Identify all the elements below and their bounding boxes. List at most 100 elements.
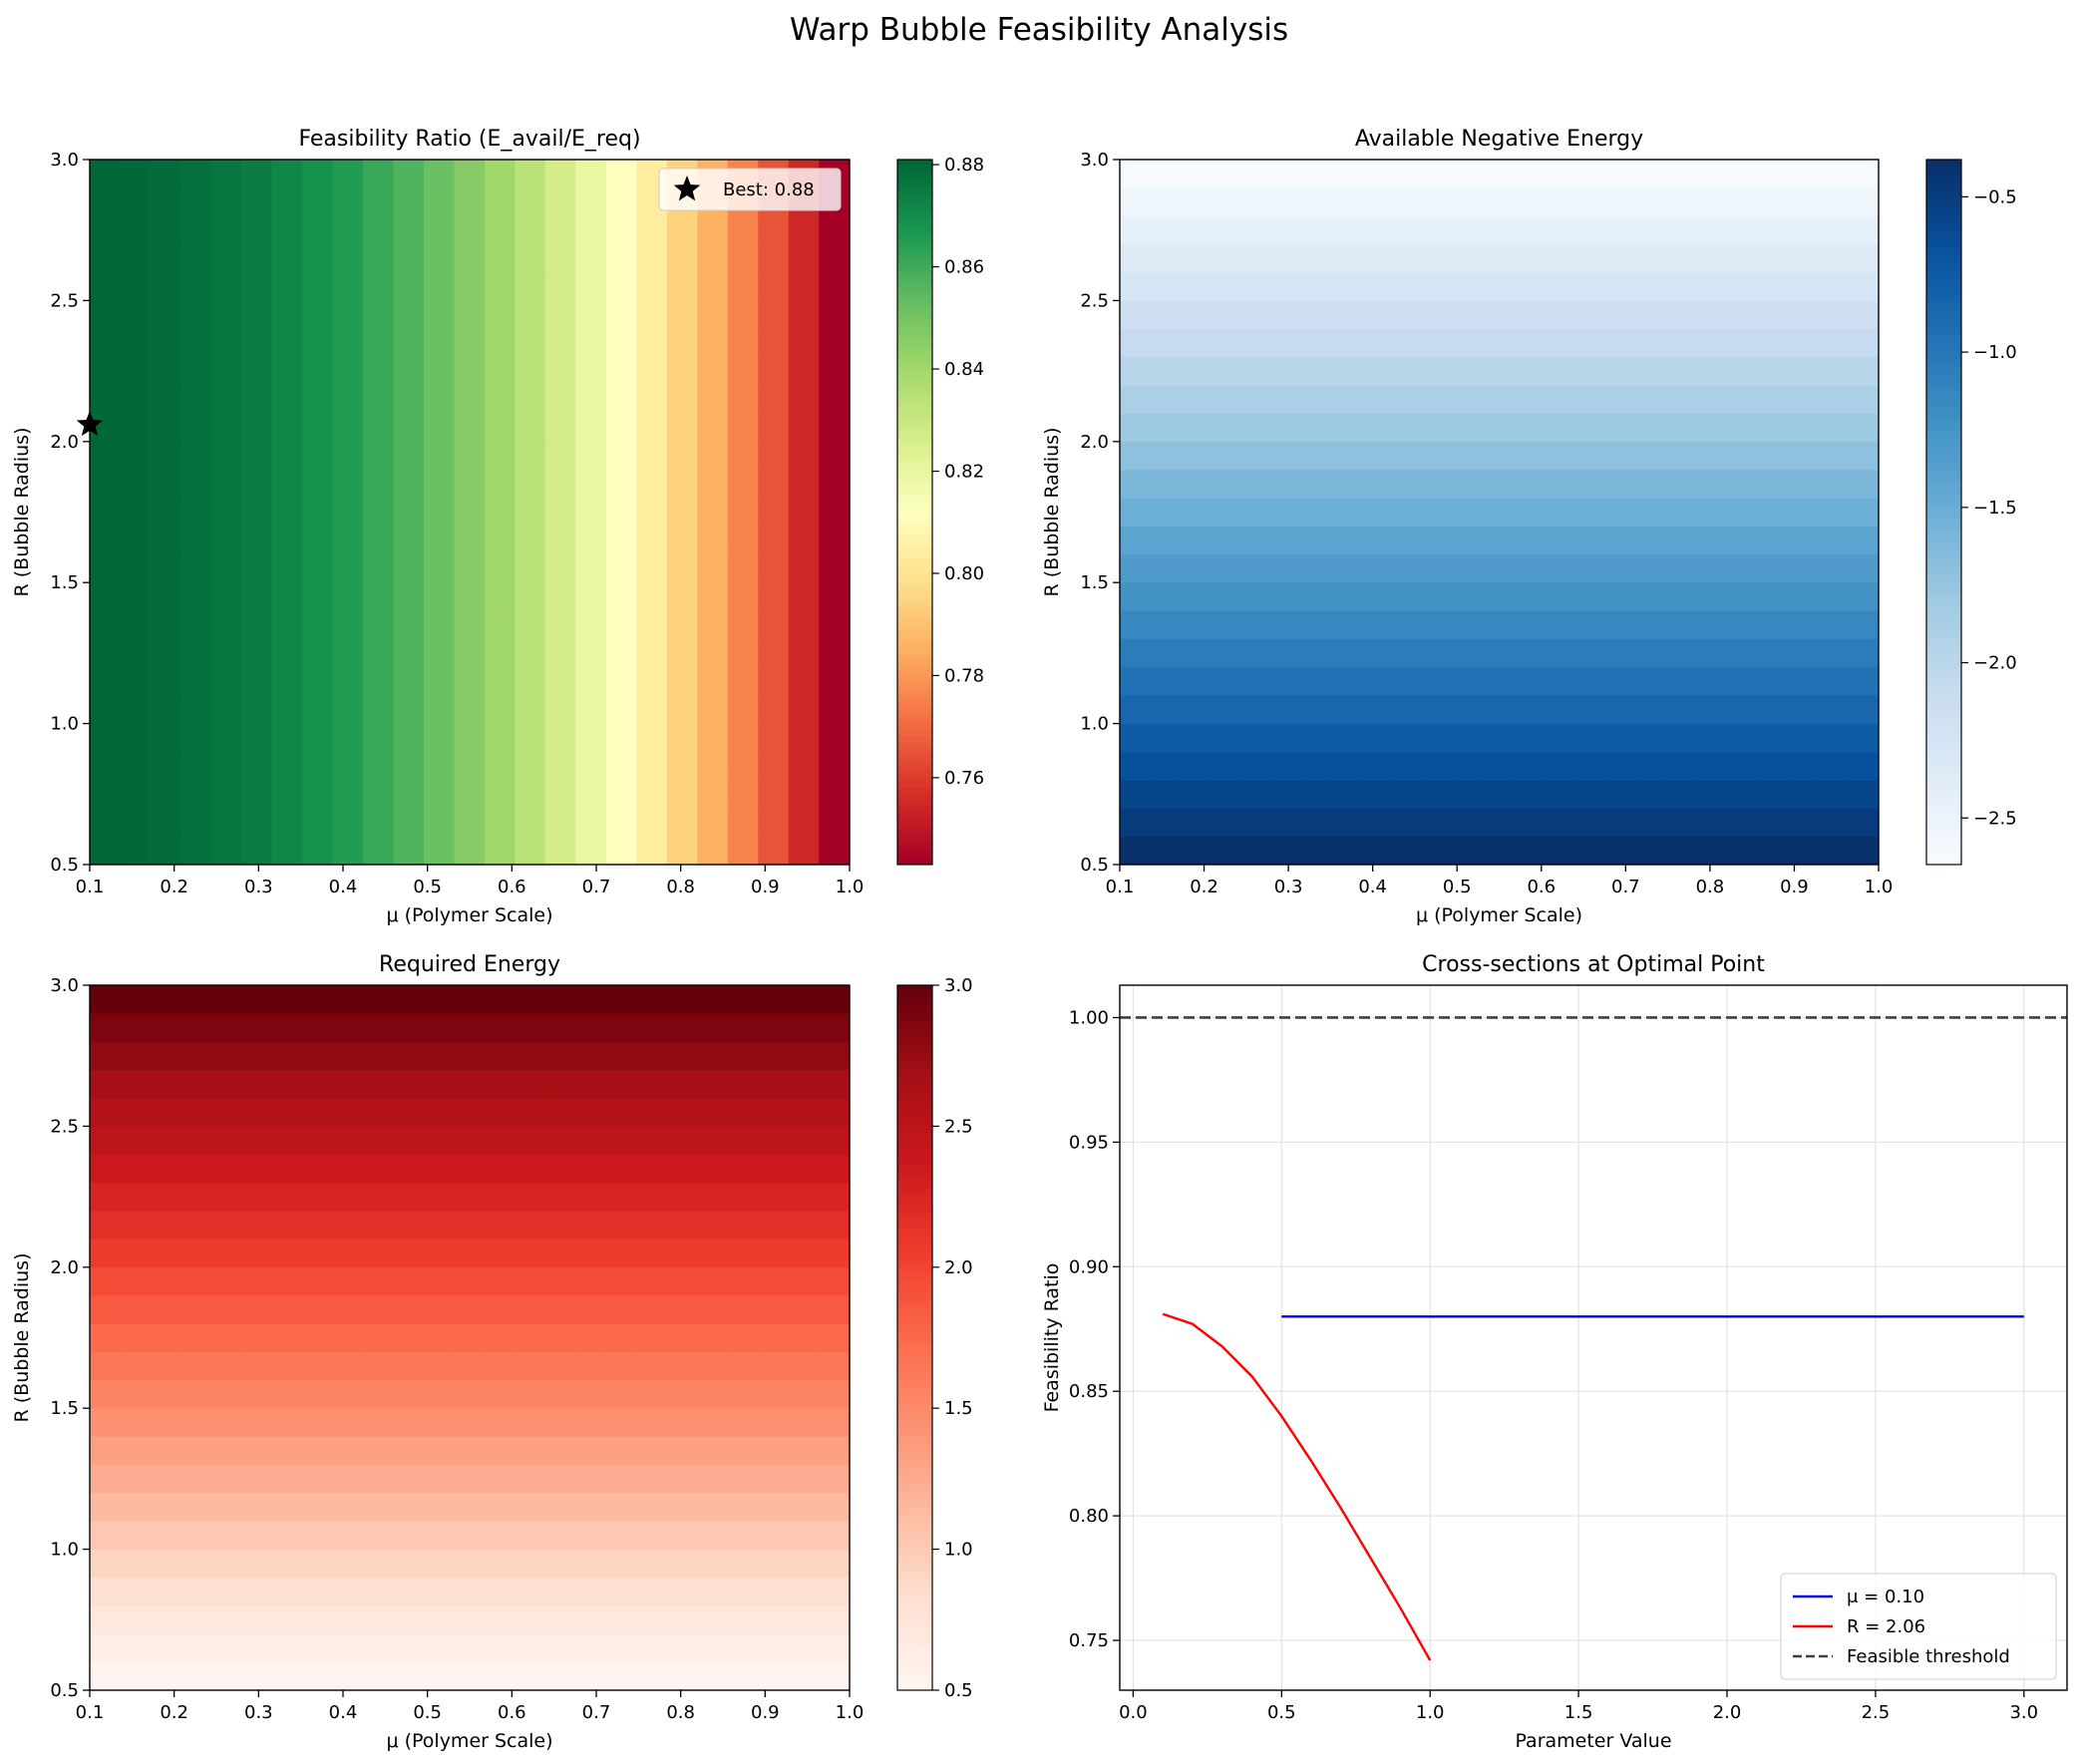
heatmap-0-cell: [605, 610, 637, 640]
heatmap-1-cell: [1240, 271, 1272, 301]
colorbar-2-band: [897, 1630, 932, 1638]
heatmap-2-cell: [819, 1604, 851, 1634]
heatmap-2-cell: [271, 1012, 303, 1042]
heatmap-1-cell: [1756, 751, 1788, 781]
heatmap-1-cell: [1301, 186, 1333, 216]
heatmap-2-cell: [89, 1097, 121, 1127]
heatmap-0-cell: [180, 695, 212, 724]
colorbar-2-band: [897, 1190, 932, 1198]
heatmap-1-cell: [1211, 553, 1242, 583]
colorbar-0-band: [897, 341, 932, 348]
chart-2-xtick-label: 0.6: [498, 1702, 526, 1723]
heatmap-2-cell: [89, 1266, 121, 1296]
heatmap-2-cell: [120, 1012, 152, 1042]
heatmap-2-cell: [666, 1633, 698, 1663]
heatmap-1-cell: [1696, 271, 1728, 301]
heatmap-0-cell: [788, 300, 820, 329]
colorbar-0-tick-label: 0.82: [944, 462, 984, 483]
colorbar-0-band: [897, 823, 932, 830]
heatmap-1-cell: [1696, 384, 1728, 414]
colorbar-1-band: [1926, 182, 1961, 189]
colorbar-1-band: [1926, 794, 1961, 801]
heatmap-0-cell: [302, 328, 334, 358]
heatmap-0-cell: [120, 751, 152, 781]
heatmap-0-cell: [544, 610, 576, 640]
heatmap-0-cell: [788, 441, 820, 471]
heatmap-2-cell: [423, 1351, 456, 1381]
heatmap-1-cell: [1544, 638, 1575, 668]
heatmap-2-cell: [423, 1182, 456, 1212]
heatmap-0-cell: [393, 751, 425, 781]
heatmap-0-cell: [241, 271, 273, 301]
heatmap-0-cell: [666, 695, 698, 724]
heatmap-1-cell: [1514, 413, 1546, 443]
heatmap-1-cell: [1362, 836, 1394, 866]
heatmap-0-cell: [697, 695, 729, 724]
heatmap-0-cell: [819, 610, 851, 640]
heatmap-1-cell: [1726, 638, 1758, 668]
colorbar-1-band: [1926, 364, 1961, 372]
heatmap-0-cell: [180, 356, 212, 386]
heatmap-1-cell: [1270, 751, 1302, 781]
heatmap-2-cell: [666, 1012, 698, 1042]
heatmap-0-cell: [241, 553, 273, 583]
heatmap-0-cell: [666, 581, 698, 611]
heatmap-2-cell: [150, 1577, 181, 1606]
heatmap-1-cell: [1514, 638, 1546, 668]
heatmap-1-cell: [1665, 384, 1697, 414]
heatmap-0-cell: [241, 469, 273, 499]
heatmap-0-cell: [727, 581, 759, 611]
heatmap-1-cell: [1453, 751, 1485, 781]
chart-1-ylabel: R (Bubble Radius): [1041, 428, 1063, 597]
colorbar-1-band: [1926, 223, 1961, 230]
heatmap-2-cell: [454, 1182, 486, 1212]
heatmap-0-cell: [819, 836, 851, 866]
heatmap-0-cell: [697, 723, 729, 753]
heatmap-2-cell: [819, 1464, 851, 1494]
heatmap-0-cell: [636, 328, 668, 358]
colorbar-1-band: [1926, 752, 1961, 760]
chart-2-ytick-label: 0.5: [50, 1680, 79, 1701]
chart-1-xtick-label: 0.1: [1106, 877, 1135, 897]
heatmap-0-cell: [393, 271, 425, 301]
colorbar-1-band: [1926, 823, 1961, 830]
heatmap-0-cell: [332, 243, 364, 273]
heatmap-0-cell: [454, 498, 486, 527]
heatmap-1-cell: [1150, 723, 1182, 753]
heatmap-2-cell: [89, 1464, 121, 1494]
heatmap-2-cell: [605, 1521, 637, 1550]
heatmap-2-cell: [666, 1464, 698, 1494]
heatmap-2-cell: [150, 1294, 181, 1324]
heatmap-1-cell: [1453, 328, 1485, 358]
heatmap-1-cell: [1240, 159, 1272, 188]
heatmap-2-cell: [515, 1097, 546, 1127]
heatmap-1-cell: [1211, 300, 1242, 329]
heatmap-0-cell: [241, 695, 273, 724]
colorbar-0-band: [897, 629, 932, 636]
heatmap-2-cell: [271, 1577, 303, 1606]
heatmap-1-cell: [1362, 215, 1394, 245]
heatmap-2-cell: [758, 984, 790, 1014]
heatmap-2-cell: [423, 1323, 456, 1352]
heatmap-2-cell: [758, 1097, 790, 1127]
heatmap-0-cell: [605, 695, 637, 724]
heatmap-1-cell: [1362, 243, 1394, 273]
heatmap-1-cell: [1787, 159, 1819, 188]
chart-3-legend-box: [1780, 1573, 2057, 1680]
heatmap-0-cell: [302, 581, 334, 611]
colorbar-1-band: [1926, 776, 1961, 783]
heatmap-0-cell: [484, 723, 517, 753]
heatmap-1-cell: [1726, 695, 1758, 724]
colorbar-0-band: [897, 488, 932, 496]
colorbar-1-band: [1926, 847, 1961, 854]
colorbar-0-band: [897, 205, 932, 213]
heatmap-1-cell: [1635, 666, 1667, 696]
heatmap-1-cell: [1696, 553, 1728, 583]
heatmap-2-cell: [515, 1464, 546, 1494]
heatmap-2-cell: [515, 1351, 546, 1381]
heatmap-1-cell: [1848, 441, 1880, 471]
heatmap-2-cell: [332, 1012, 364, 1042]
heatmap-2-cell: [393, 1294, 425, 1324]
heatmap-0-cell: [575, 779, 607, 809]
heatmap-0-cell: [89, 723, 121, 753]
